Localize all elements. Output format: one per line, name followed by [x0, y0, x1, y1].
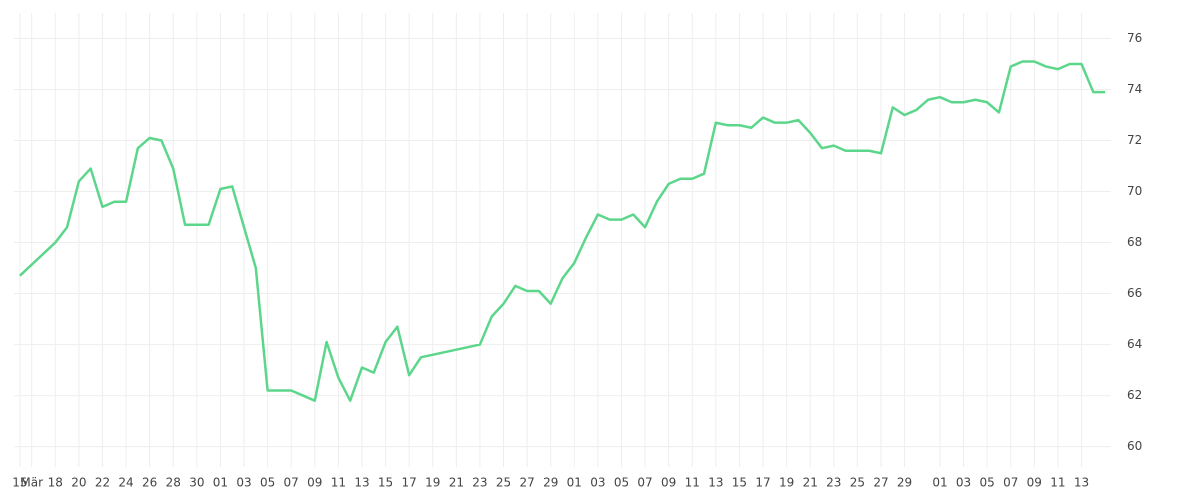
x-tick-label: 07 — [637, 476, 652, 490]
x-tick-label: 29 — [897, 476, 912, 490]
x-tick-label: 19 — [425, 476, 440, 490]
x-tick-label: 25 — [496, 476, 511, 490]
y-tick-label: 68 — [1127, 235, 1142, 249]
x-tick-label: 09 — [661, 476, 676, 490]
x-tick-label: 20 — [71, 476, 86, 490]
x-tick-label: 13 — [708, 476, 723, 490]
x-tick-label: 07 — [1003, 476, 1018, 490]
y-tick-label: 70 — [1127, 184, 1142, 198]
x-tick-label: 03 — [590, 476, 605, 490]
x-tick-label: 23 — [472, 476, 487, 490]
y-tick-label: 76 — [1127, 31, 1142, 45]
x-tick-label: 21 — [449, 476, 464, 490]
x-tick-label: 19 — [779, 476, 794, 490]
x-tick-label: 26 — [142, 476, 157, 490]
x-tick-label: 05 — [980, 476, 995, 490]
x-tick-label: 15 — [378, 476, 393, 490]
x-tick-label: 15 — [12, 476, 27, 490]
x-tick-label: 23 — [826, 476, 841, 490]
x-tick-label: 24 — [118, 476, 133, 490]
x-tick-label: 21 — [803, 476, 818, 490]
x-tick-label: 07 — [284, 476, 299, 490]
x-tick-label: 15 — [732, 476, 747, 490]
x-tick-label: 29 — [543, 476, 558, 490]
x-tick-label: 18 — [48, 476, 63, 490]
x-tick-label: 09 — [1027, 476, 1042, 490]
y-tick-label: 66 — [1127, 286, 1142, 300]
x-tick-label: 17 — [402, 476, 417, 490]
x-tick-label: 30 — [189, 476, 204, 490]
x-tick-label: 03 — [236, 476, 251, 490]
x-tick-label: 27 — [519, 476, 534, 490]
x-tick-label: 11 — [1050, 476, 1065, 490]
y-tick-label: 74 — [1127, 82, 1142, 96]
x-tick-label: 27 — [873, 476, 888, 490]
y-tick-label: 60 — [1127, 439, 1142, 453]
x-tick-label: 22 — [95, 476, 110, 490]
x-tick-label: 11 — [685, 476, 700, 490]
x-tick-label: 05 — [614, 476, 629, 490]
x-tick-label: 01 — [932, 476, 947, 490]
x-tick-label: 03 — [956, 476, 971, 490]
line — [19, 60, 1106, 402]
x-tick-label: 11 — [331, 476, 346, 490]
x-tick-label: 01 — [567, 476, 582, 490]
y-tick-label: 72 — [1127, 133, 1142, 147]
x-tick-label: 17 — [755, 476, 770, 490]
x-tick-label: 28 — [166, 476, 181, 490]
x-tick-label: Mär — [20, 476, 43, 490]
y-tick-label: 64 — [1127, 337, 1142, 351]
x-tick-label: 13 — [354, 476, 369, 490]
x-tick-label: 05 — [260, 476, 275, 490]
x-tick-label: 09 — [307, 476, 322, 490]
x-tick-label: 13 — [1074, 476, 1089, 490]
x-tick-label: 25 — [850, 476, 865, 490]
x-tick-label: 01 — [213, 476, 228, 490]
y-tick-label: 62 — [1127, 388, 1142, 402]
